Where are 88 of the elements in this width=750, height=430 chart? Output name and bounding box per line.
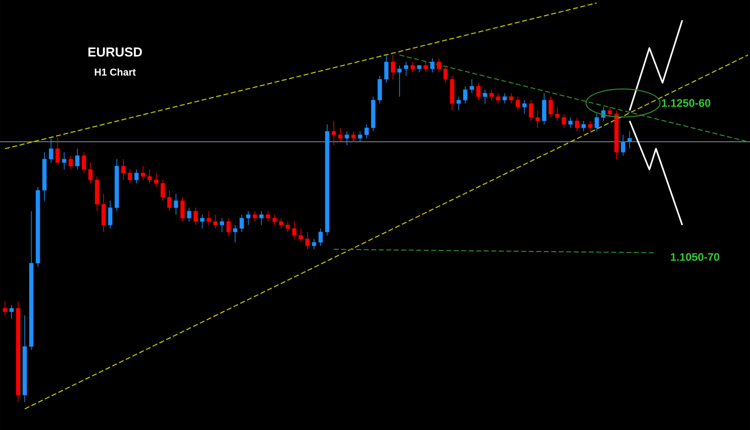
candlestick xyxy=(548,96,553,118)
candlestick xyxy=(562,114,566,128)
candlestick xyxy=(620,134,626,156)
candlestick xyxy=(574,117,580,132)
candlestick xyxy=(200,214,204,229)
candlestick xyxy=(194,207,198,226)
candlestick xyxy=(148,169,152,184)
candlestick xyxy=(213,214,218,229)
candlestick xyxy=(226,218,231,236)
candlestick xyxy=(48,138,54,163)
candlestick xyxy=(68,155,73,170)
candlestick xyxy=(233,224,238,243)
candlestick xyxy=(358,130,362,142)
candlestick xyxy=(266,210,270,222)
candlestick xyxy=(174,193,178,215)
candlestick xyxy=(246,210,250,226)
candlestick xyxy=(154,172,158,188)
candlestick xyxy=(338,128,342,142)
candlestick xyxy=(186,207,192,222)
chart-title: EURUSD xyxy=(88,47,142,57)
annotation: 1.1250-60 xyxy=(662,99,710,107)
candlestick xyxy=(9,304,14,320)
candlestick xyxy=(292,221,296,240)
candlestick xyxy=(601,106,606,122)
candlestick xyxy=(581,120,586,132)
candlestick xyxy=(436,58,442,73)
candlestick xyxy=(463,86,468,104)
candlestick xyxy=(390,54,396,80)
candlestick xyxy=(160,180,165,202)
candlestick xyxy=(555,106,560,122)
candlestick xyxy=(378,75,382,104)
candlestick xyxy=(82,152,86,174)
candlestick xyxy=(121,158,126,180)
candlestick xyxy=(516,96,520,111)
candlestick xyxy=(62,152,66,170)
candlestick xyxy=(220,218,224,232)
candlestick xyxy=(397,65,402,97)
candlestick xyxy=(594,114,599,132)
candlestick xyxy=(206,210,211,226)
candlestick xyxy=(128,169,132,184)
candlestick xyxy=(286,221,290,232)
candlestick xyxy=(482,89,488,104)
candlestick xyxy=(167,190,172,212)
candlestick xyxy=(55,138,60,163)
candlestick xyxy=(240,214,244,232)
candlestick xyxy=(522,100,527,114)
candlestick xyxy=(2,301,8,316)
candlestick xyxy=(298,228,304,243)
candlestick xyxy=(496,92,500,104)
candlestick xyxy=(384,54,388,84)
candlestick xyxy=(318,228,323,246)
candlestick xyxy=(628,130,632,150)
candlestick xyxy=(88,162,93,184)
candlestick xyxy=(279,218,284,229)
text: H1 Chart xyxy=(94,68,136,76)
candlestick xyxy=(102,193,106,232)
candlestick xyxy=(75,148,80,170)
candlestick xyxy=(456,96,461,111)
candlestick xyxy=(430,58,435,73)
candlestick xyxy=(608,106,612,118)
candlestick xyxy=(568,117,573,128)
candlestick xyxy=(528,100,534,122)
candlestick xyxy=(535,110,540,128)
candlestick xyxy=(140,166,146,180)
candlestick xyxy=(470,78,474,94)
candlestick xyxy=(180,196,185,222)
candlestick xyxy=(305,232,310,250)
candlestick xyxy=(443,65,448,84)
candlestick xyxy=(252,210,257,222)
candlestick xyxy=(542,92,546,125)
candlestick xyxy=(351,130,356,142)
candlestick xyxy=(489,89,494,100)
candlestick xyxy=(259,210,264,226)
candlestick xyxy=(134,169,139,184)
candlestick xyxy=(344,130,350,146)
candlestick xyxy=(509,92,514,104)
candlestick xyxy=(364,124,369,139)
candlestick xyxy=(502,92,507,104)
candlestick xyxy=(424,62,428,73)
candlestick xyxy=(410,62,415,73)
candlestick xyxy=(476,82,481,100)
candlestick xyxy=(312,238,316,250)
candlestick xyxy=(404,62,408,76)
candlestick xyxy=(108,200,112,229)
candlestick xyxy=(332,120,336,146)
annotation: 1.1050-70 xyxy=(670,253,720,261)
candlestick xyxy=(588,120,592,132)
candlestick xyxy=(272,214,277,226)
